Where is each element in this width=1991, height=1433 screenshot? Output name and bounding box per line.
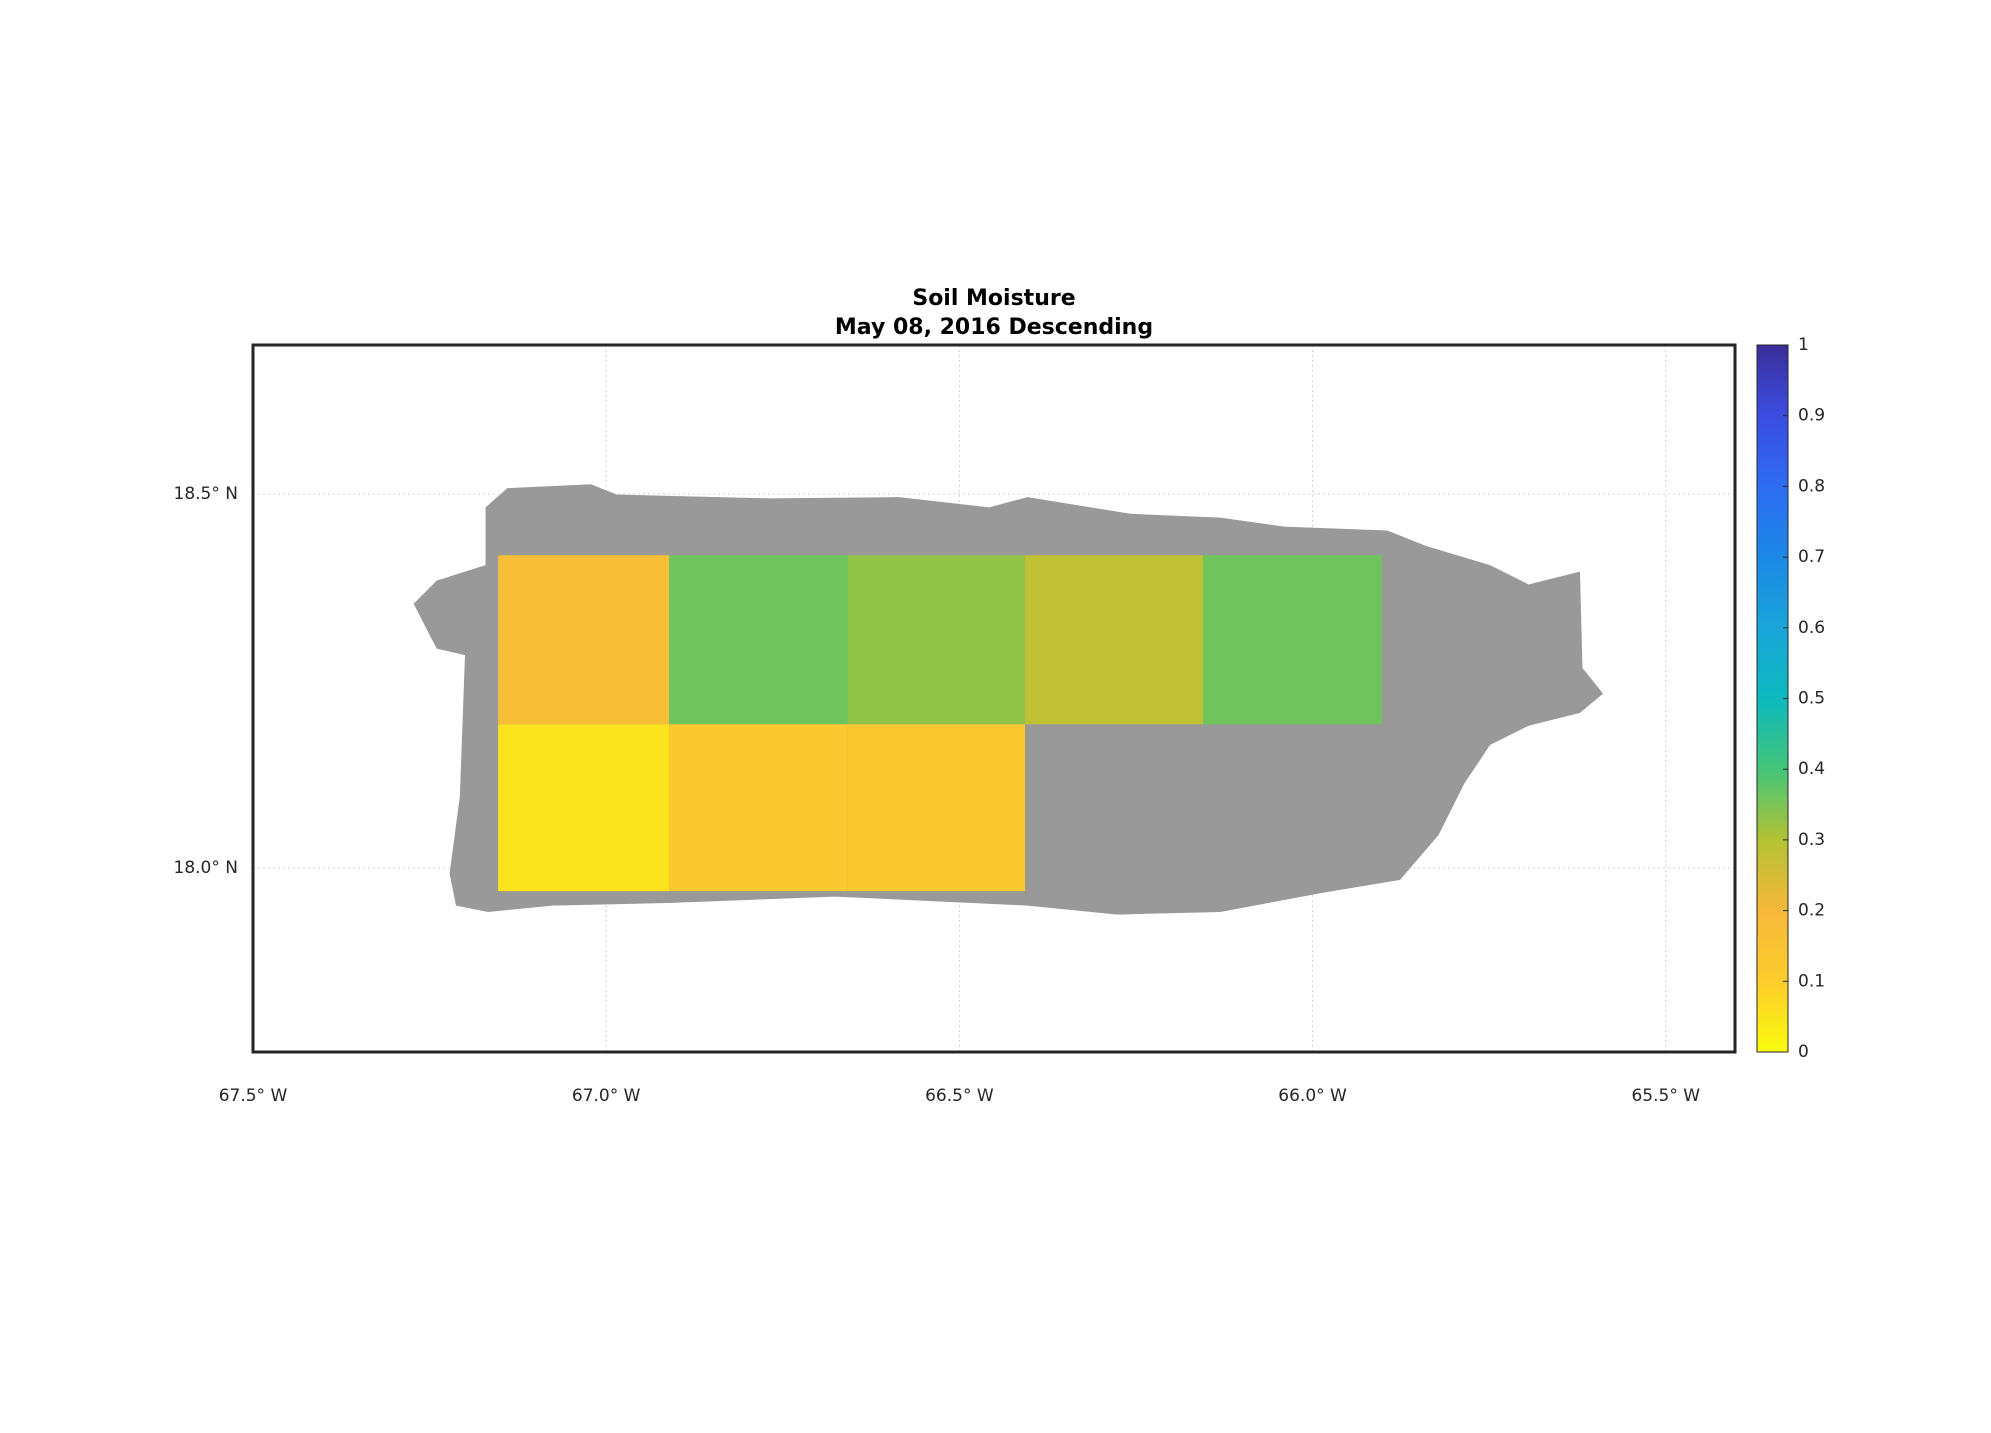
- chart-subtitle: May 08, 2016 Descending: [835, 315, 1153, 340]
- colorbar-tick-label: 0.8: [1798, 476, 1825, 496]
- labels: 67.5° W 67.0° W 66.5° W 66.0° W 65.5° W 18.0°…: [174, 335, 1826, 1106]
- cell: [669, 555, 848, 725]
- x-tick-label: 67.5° W: [219, 1086, 288, 1106]
- axes-frame: [251, 343, 1737, 1054]
- chart-title: Soil Moisture: [912, 286, 1075, 311]
- x-tick-label: 67.0° W: [572, 1086, 641, 1106]
- colorbar-tick-label: 0.1: [1798, 971, 1825, 991]
- cell: [1025, 555, 1204, 725]
- colorbar-tick-label: 0.6: [1798, 618, 1825, 638]
- colorbar-tick-label: 0.9: [1798, 406, 1825, 426]
- cell: [669, 724, 848, 892]
- cell: [498, 555, 670, 725]
- cell: [498, 724, 670, 892]
- colorbar-tick-label: 0.3: [1798, 830, 1825, 850]
- colorbar-tick-label: 0.4: [1798, 759, 1825, 779]
- colorbar-tick-label: 1: [1798, 335, 1809, 355]
- colorbar-tick-label: 0: [1798, 1042, 1809, 1062]
- y-tick-label: 18.0° N: [174, 858, 238, 878]
- cells: [498, 555, 1382, 892]
- colorbar-tick-label: 0.5: [1798, 689, 1825, 709]
- x-tick-label: 66.5° W: [925, 1086, 994, 1106]
- x-tick-label: 65.5° W: [1631, 1086, 1700, 1106]
- cell: [847, 724, 1026, 892]
- x-tick-label: 66.0° W: [1278, 1086, 1347, 1106]
- y-tick-label: 18.5° N: [174, 484, 238, 504]
- cell: [847, 555, 1026, 725]
- colorbar-tick-label: 0.2: [1798, 901, 1825, 921]
- cell: [1203, 555, 1382, 725]
- colorbar-tick-label: 0.7: [1798, 547, 1825, 567]
